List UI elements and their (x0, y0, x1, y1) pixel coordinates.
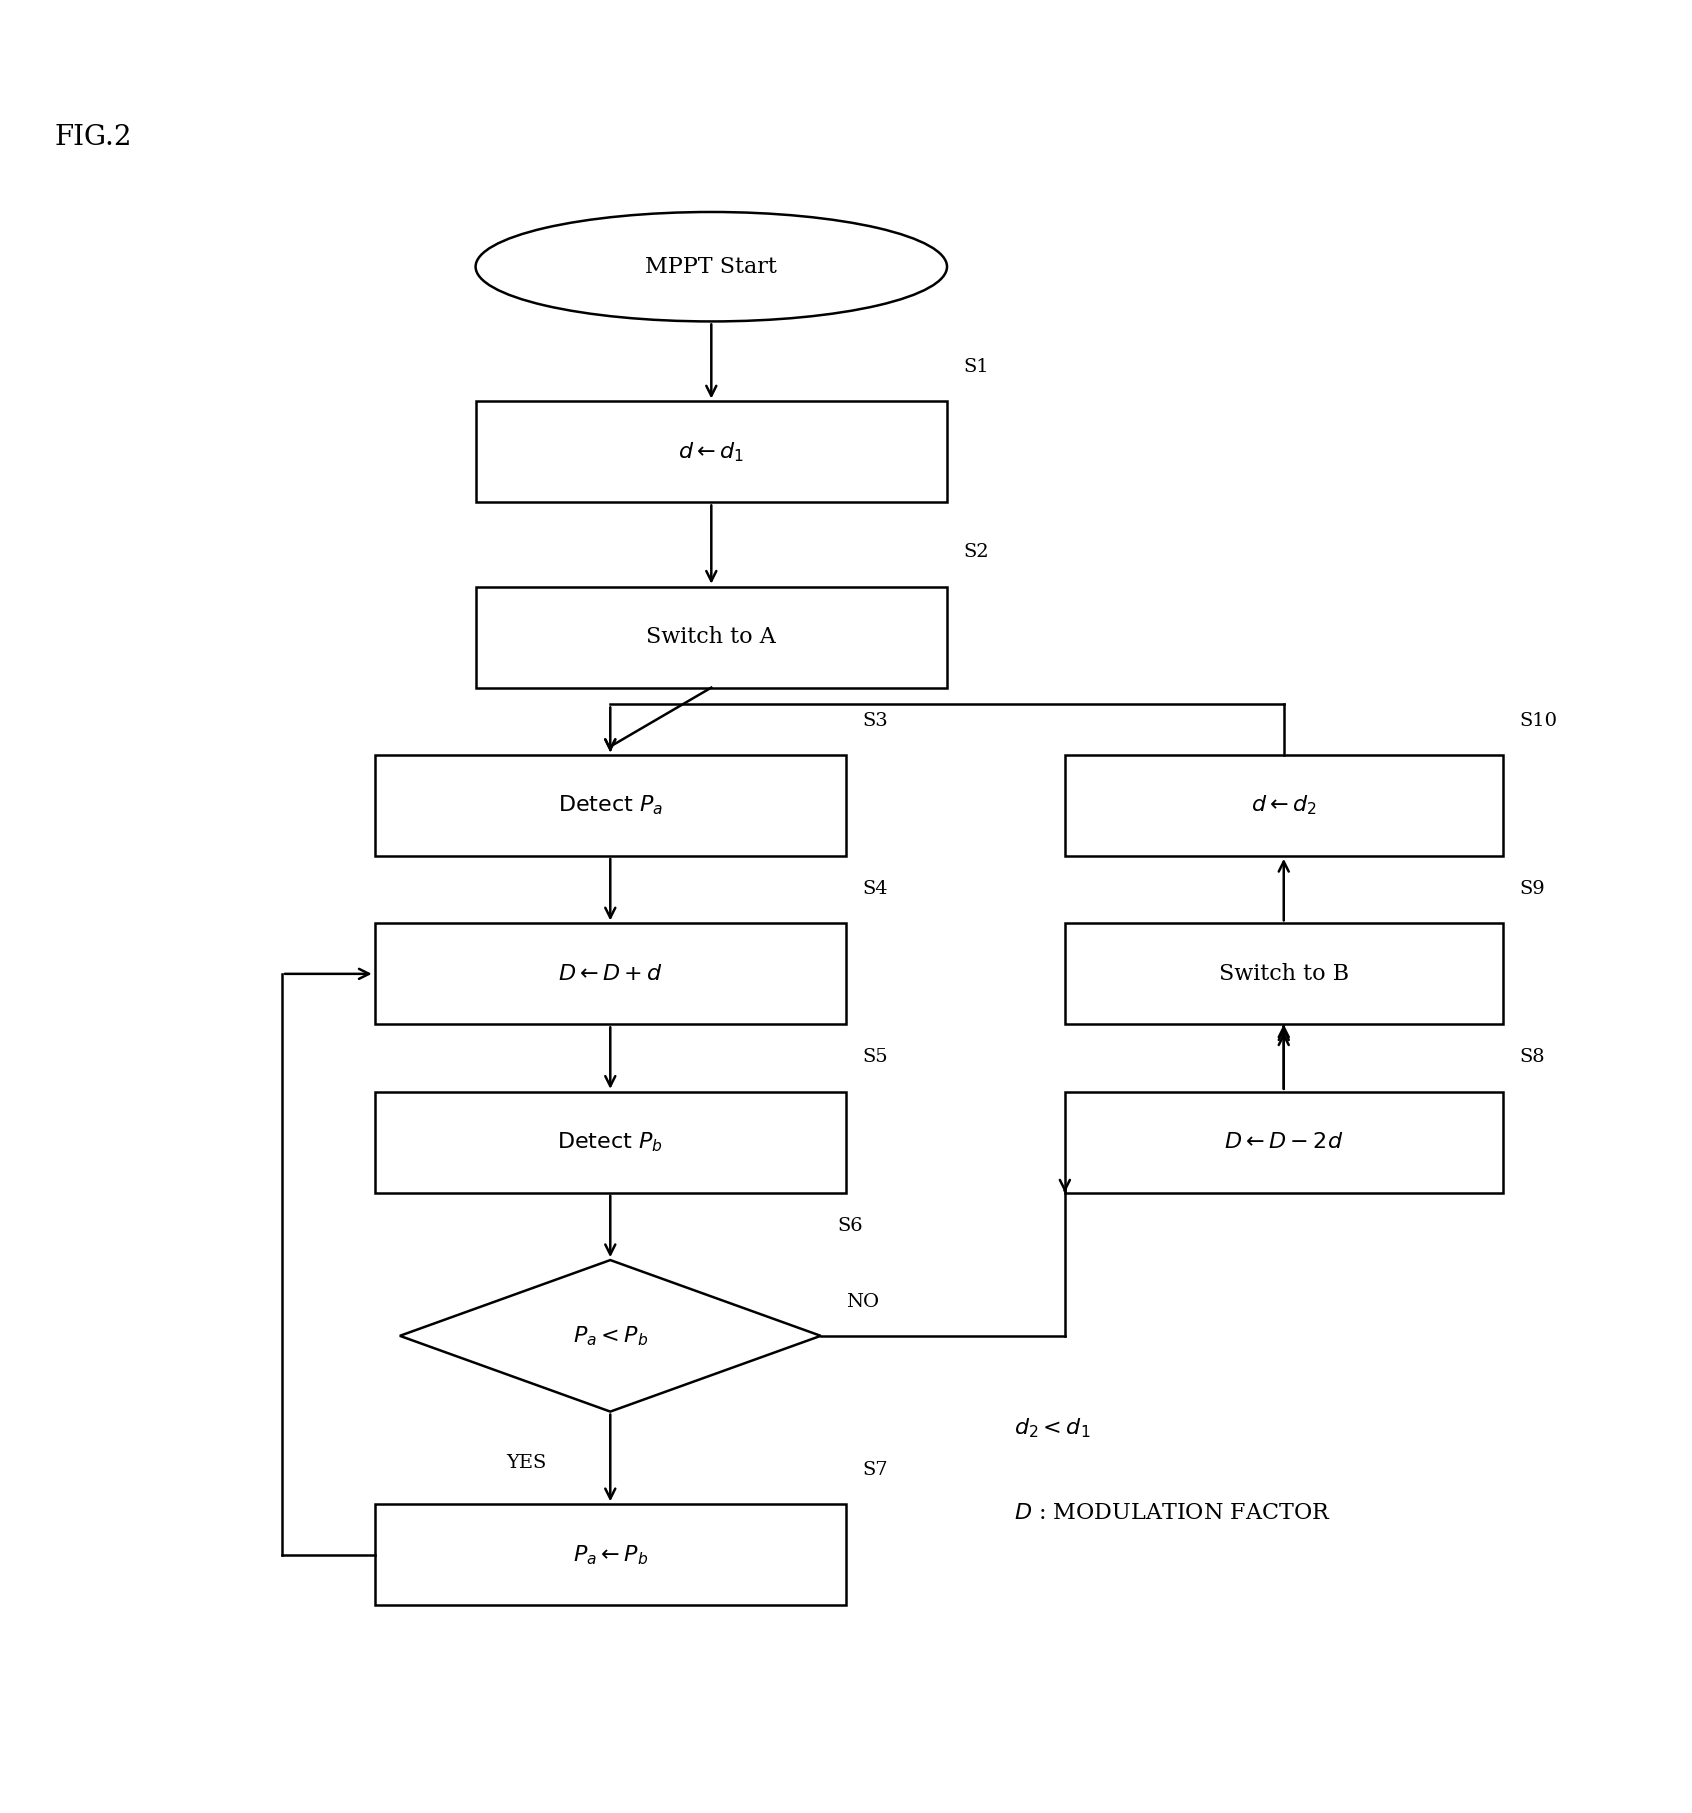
Bar (374, 1505, 846, 1605)
Text: S7: S7 (863, 1461, 888, 1479)
Text: $d_2 < d_1$: $d_2 < d_1$ (1015, 1416, 1091, 1440)
Bar (374, 1091, 846, 1193)
Text: Switch to A: Switch to A (646, 625, 777, 647)
Polygon shape (399, 1260, 821, 1412)
Text: S10: S10 (1519, 713, 1557, 729)
Text: S3: S3 (863, 713, 888, 729)
Bar (1064, 923, 1502, 1024)
Text: NO: NO (846, 1293, 880, 1311)
Bar (1064, 754, 1502, 856)
Text: S4: S4 (863, 879, 888, 897)
Ellipse shape (475, 212, 948, 321)
Text: S2: S2 (964, 544, 990, 562)
Bar (374, 923, 846, 1024)
Text: $D$ : MODULATION FACTOR: $D$ : MODULATION FACTOR (1015, 1501, 1332, 1523)
Bar (475, 401, 948, 502)
Text: S6: S6 (838, 1217, 863, 1235)
Text: FIG.2: FIG.2 (54, 123, 132, 150)
Text: $D \leftarrow D + d$: $D \leftarrow D + d$ (558, 963, 663, 984)
Text: $\mathrm{Detect}\ P_a$: $\mathrm{Detect}\ P_a$ (558, 794, 663, 818)
Text: Switch to B: Switch to B (1218, 963, 1349, 984)
Text: $\mathrm{Detect}\ P_b$: $\mathrm{Detect}\ P_b$ (557, 1131, 663, 1155)
Bar (1064, 1091, 1502, 1193)
Text: $d \leftarrow d_1$: $d \leftarrow d_1$ (678, 441, 744, 464)
Text: $P_a \leftarrow P_b$: $P_a \leftarrow P_b$ (572, 1543, 648, 1566)
Text: S9: S9 (1519, 879, 1545, 897)
Text: YES: YES (506, 1454, 547, 1472)
Text: S8: S8 (1519, 1048, 1545, 1066)
Text: S5: S5 (863, 1048, 888, 1066)
Bar (374, 754, 846, 856)
Text: $d \leftarrow d_2$: $d \leftarrow d_2$ (1250, 794, 1316, 818)
Text: $D \leftarrow D - 2d$: $D \leftarrow D - 2d$ (1223, 1131, 1343, 1153)
Text: S1: S1 (964, 359, 990, 375)
Text: $P_a < P_b$: $P_a < P_b$ (572, 1323, 648, 1347)
Bar (475, 587, 948, 687)
Text: MPPT Start: MPPT Start (645, 256, 777, 277)
